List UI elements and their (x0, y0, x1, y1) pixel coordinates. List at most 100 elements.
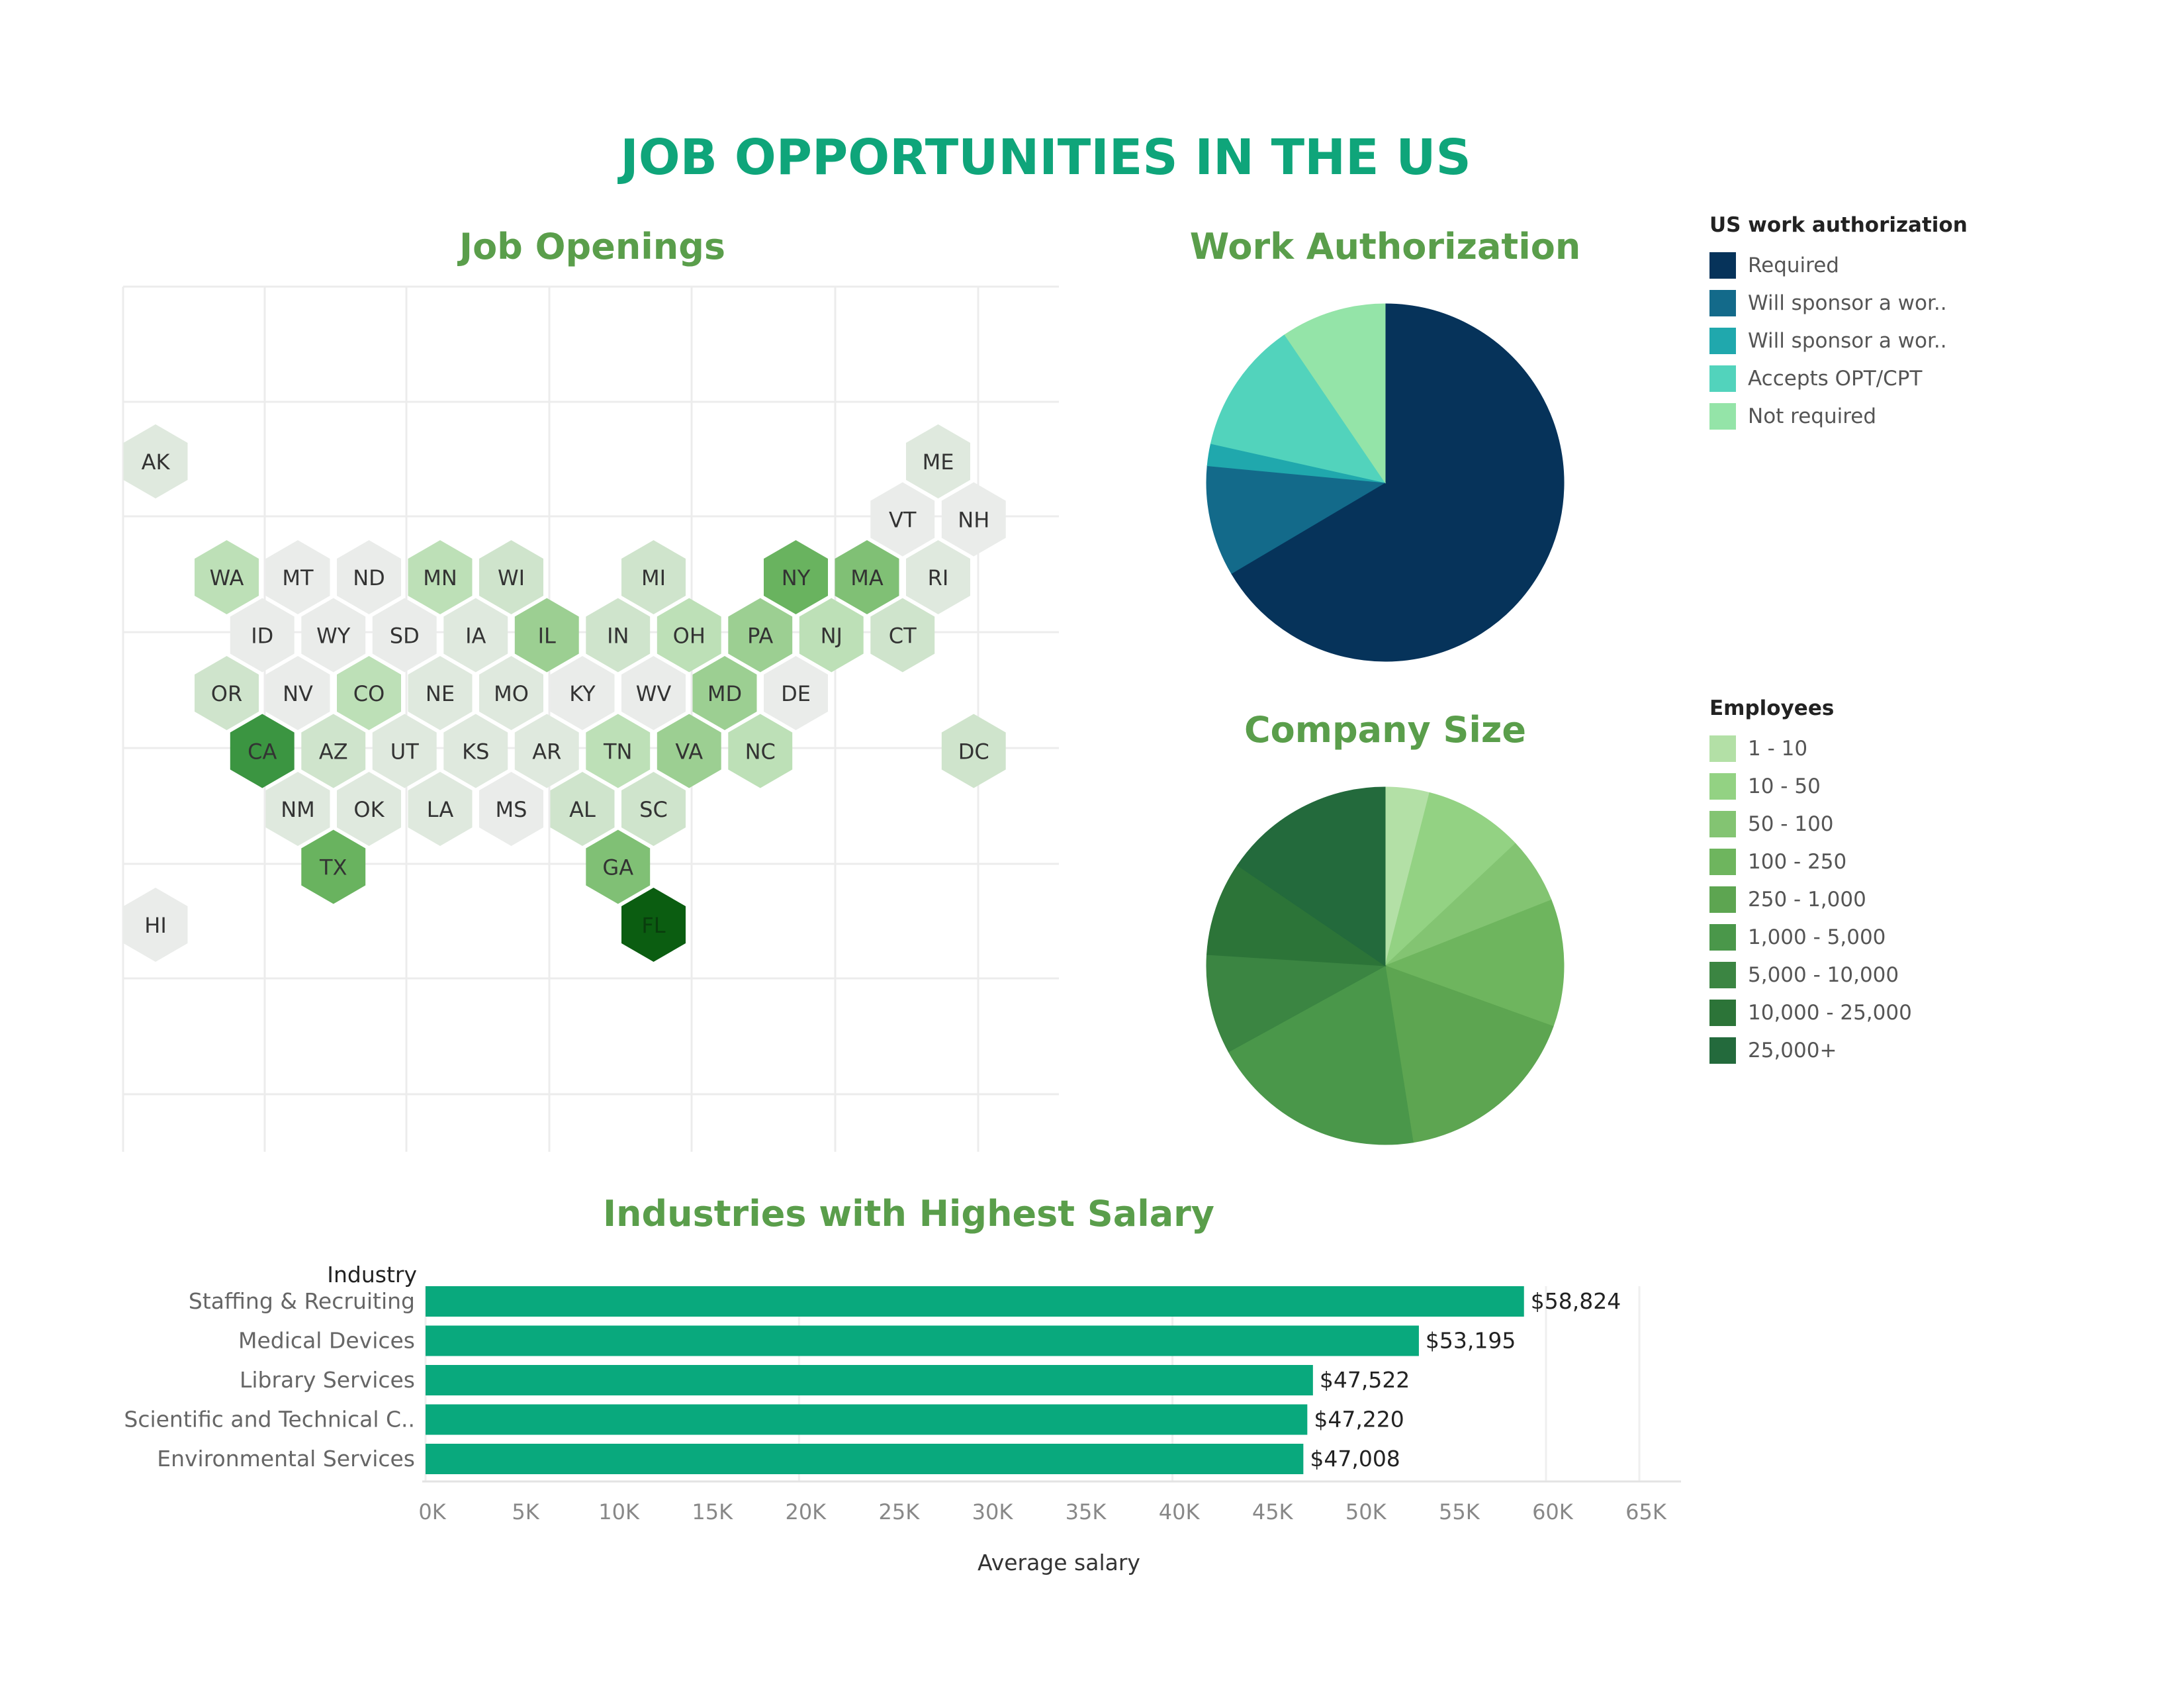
legend-item[interactable]: 10 - 50 (1709, 767, 1912, 805)
state-hex-ny[interactable]: NY (764, 540, 828, 614)
state-hex-wi[interactable]: WI (479, 540, 543, 614)
state-hex-ga[interactable]: GA (586, 830, 650, 904)
state-label: WY (316, 624, 351, 649)
state-hex-wv[interactable]: WV (621, 656, 686, 730)
state-hex-nh[interactable]: NH (942, 483, 1006, 557)
state-hex-tx[interactable]: TX (301, 830, 365, 904)
x-axis-title: Average salary (978, 1550, 1140, 1575)
state-hex-nc[interactable]: NC (728, 714, 792, 788)
legend-item[interactable]: 250 - 1,000 (1709, 880, 1912, 918)
state-hex-dc[interactable]: DC (942, 714, 1006, 788)
legend-label: Not required (1748, 404, 1876, 428)
state-hex-nj[interactable]: NJ (799, 598, 864, 673)
state-label: NJ (821, 624, 842, 649)
legend-item[interactable]: 1,000 - 5,000 (1709, 918, 1912, 956)
state-hex-ne[interactable]: NE (408, 656, 473, 730)
state-hex-in[interactable]: IN (586, 598, 650, 673)
legend-swatch (1709, 1037, 1736, 1064)
state-hex-ia[interactable]: IA (443, 598, 508, 673)
state-hex-vt[interactable]: VT (870, 483, 934, 557)
state-label: MO (494, 681, 529, 706)
state-hex-mn[interactable]: MN (408, 540, 473, 614)
state-label: AK (142, 449, 171, 475)
state-hex-ut[interactable]: UT (373, 714, 437, 788)
legend-item[interactable]: 1 - 10 (1709, 729, 1912, 767)
state-hex-wa[interactable]: WA (195, 540, 259, 614)
state-hex-co[interactable]: CO (337, 656, 401, 730)
state-label: OR (211, 681, 242, 706)
state-hex-md[interactable]: MD (693, 656, 757, 730)
legend-item[interactable]: Not required (1709, 397, 1968, 435)
state-hex-sd[interactable]: SD (373, 598, 437, 673)
state-hex-nd[interactable]: ND (337, 540, 401, 614)
state-hex-ar[interactable]: AR (515, 714, 579, 788)
state-label: KS (462, 739, 489, 765)
state-hex-wy[interactable]: WY (301, 598, 365, 673)
state-hex-nm[interactable]: NM (266, 772, 330, 846)
salary-bar[interactable] (426, 1365, 1313, 1395)
salary-bar[interactable] (426, 1286, 1524, 1317)
state-hex-nv[interactable]: NV (266, 656, 330, 730)
state-hex-ok[interactable]: OK (337, 772, 401, 846)
state-hex-mt[interactable]: MT (266, 540, 330, 614)
legend-label: Will sponsor a wor.. (1748, 329, 1947, 353)
legend-item[interactable]: 100 - 250 (1709, 843, 1912, 880)
state-hex-va[interactable]: VA (657, 714, 721, 788)
legend-swatch (1709, 962, 1736, 988)
x-tick-label: 35K (1066, 1499, 1107, 1524)
company-size-title: Company Size (1244, 709, 1526, 751)
legend-label: 25,000+ (1748, 1039, 1837, 1062)
salary-bar[interactable] (426, 1326, 1419, 1356)
state-hex-pa[interactable]: PA (728, 598, 792, 673)
state-label: HI (144, 913, 167, 938)
salary-bar[interactable] (426, 1444, 1303, 1474)
state-label: ND (353, 565, 385, 590)
legend-item[interactable]: Required (1709, 246, 1968, 284)
company-size-legend: Employees 1 - 10 10 - 50 50 - 100 100 - 250… (1709, 696, 1912, 1069)
legend-item[interactable]: 25,000+ (1709, 1031, 1912, 1069)
state-hex-il[interactable]: IL (515, 598, 579, 673)
state-hex-az[interactable]: AZ (301, 714, 365, 788)
state-hex-ak[interactable]: AK (124, 424, 188, 498)
state-hex-ca[interactable]: CA (230, 714, 295, 788)
state-hex-tn[interactable]: TN (586, 714, 650, 788)
state-hex-oh[interactable]: OH (657, 598, 721, 673)
legend-item[interactable]: Will sponsor a wor.. (1709, 284, 1968, 322)
state-label: TX (319, 855, 347, 880)
state-hex-sc[interactable]: SC (621, 772, 686, 846)
legend-item[interactable]: Will sponsor a wor.. (1709, 322, 1968, 359)
state-label: ME (923, 449, 954, 475)
state-label: PA (747, 624, 773, 649)
legend-label: 250 - 1,000 (1748, 888, 1866, 912)
state-hex-fl[interactable]: FL (621, 888, 686, 962)
state-hex-ma[interactable]: MA (835, 540, 899, 614)
state-hex-al[interactable]: AL (551, 772, 615, 846)
state-hex-hi[interactable]: HI (124, 888, 188, 962)
state-hex-mo[interactable]: MO (479, 656, 543, 730)
work-authorization-pie (1206, 304, 1564, 661)
state-hex-ks[interactable]: KS (443, 714, 508, 788)
legend-item[interactable]: 5,000 - 10,000 (1709, 956, 1912, 994)
state-label: FL (641, 913, 665, 938)
x-tick-label: 0K (418, 1499, 446, 1524)
state-hex-ri[interactable]: RI (906, 540, 970, 614)
state-hex-or[interactable]: OR (195, 656, 259, 730)
salary-bar[interactable] (426, 1405, 1307, 1435)
category-label: Environmental Services (157, 1446, 415, 1472)
bar-value-label: $47,522 (1320, 1367, 1410, 1393)
state-hex-ms[interactable]: MS (479, 772, 543, 846)
state-hex-ct[interactable]: CT (870, 598, 934, 673)
state-label: MI (641, 565, 666, 590)
state-hex-la[interactable]: LA (408, 772, 473, 846)
legend-item[interactable]: 10,000 - 25,000 (1709, 994, 1912, 1031)
legend-swatch (1709, 924, 1736, 951)
state-hex-de[interactable]: DE (764, 656, 828, 730)
state-label: VA (675, 739, 703, 765)
state-label: NV (283, 681, 313, 706)
legend-item[interactable]: 50 - 100 (1709, 805, 1912, 843)
state-hex-mi[interactable]: MI (621, 540, 686, 614)
state-hex-id[interactable]: ID (230, 598, 295, 673)
legend-item[interactable]: Accepts OPT/CPT (1709, 359, 1968, 397)
state-hex-ky[interactable]: KY (551, 656, 615, 730)
state-hex-me[interactable]: ME (906, 424, 970, 498)
